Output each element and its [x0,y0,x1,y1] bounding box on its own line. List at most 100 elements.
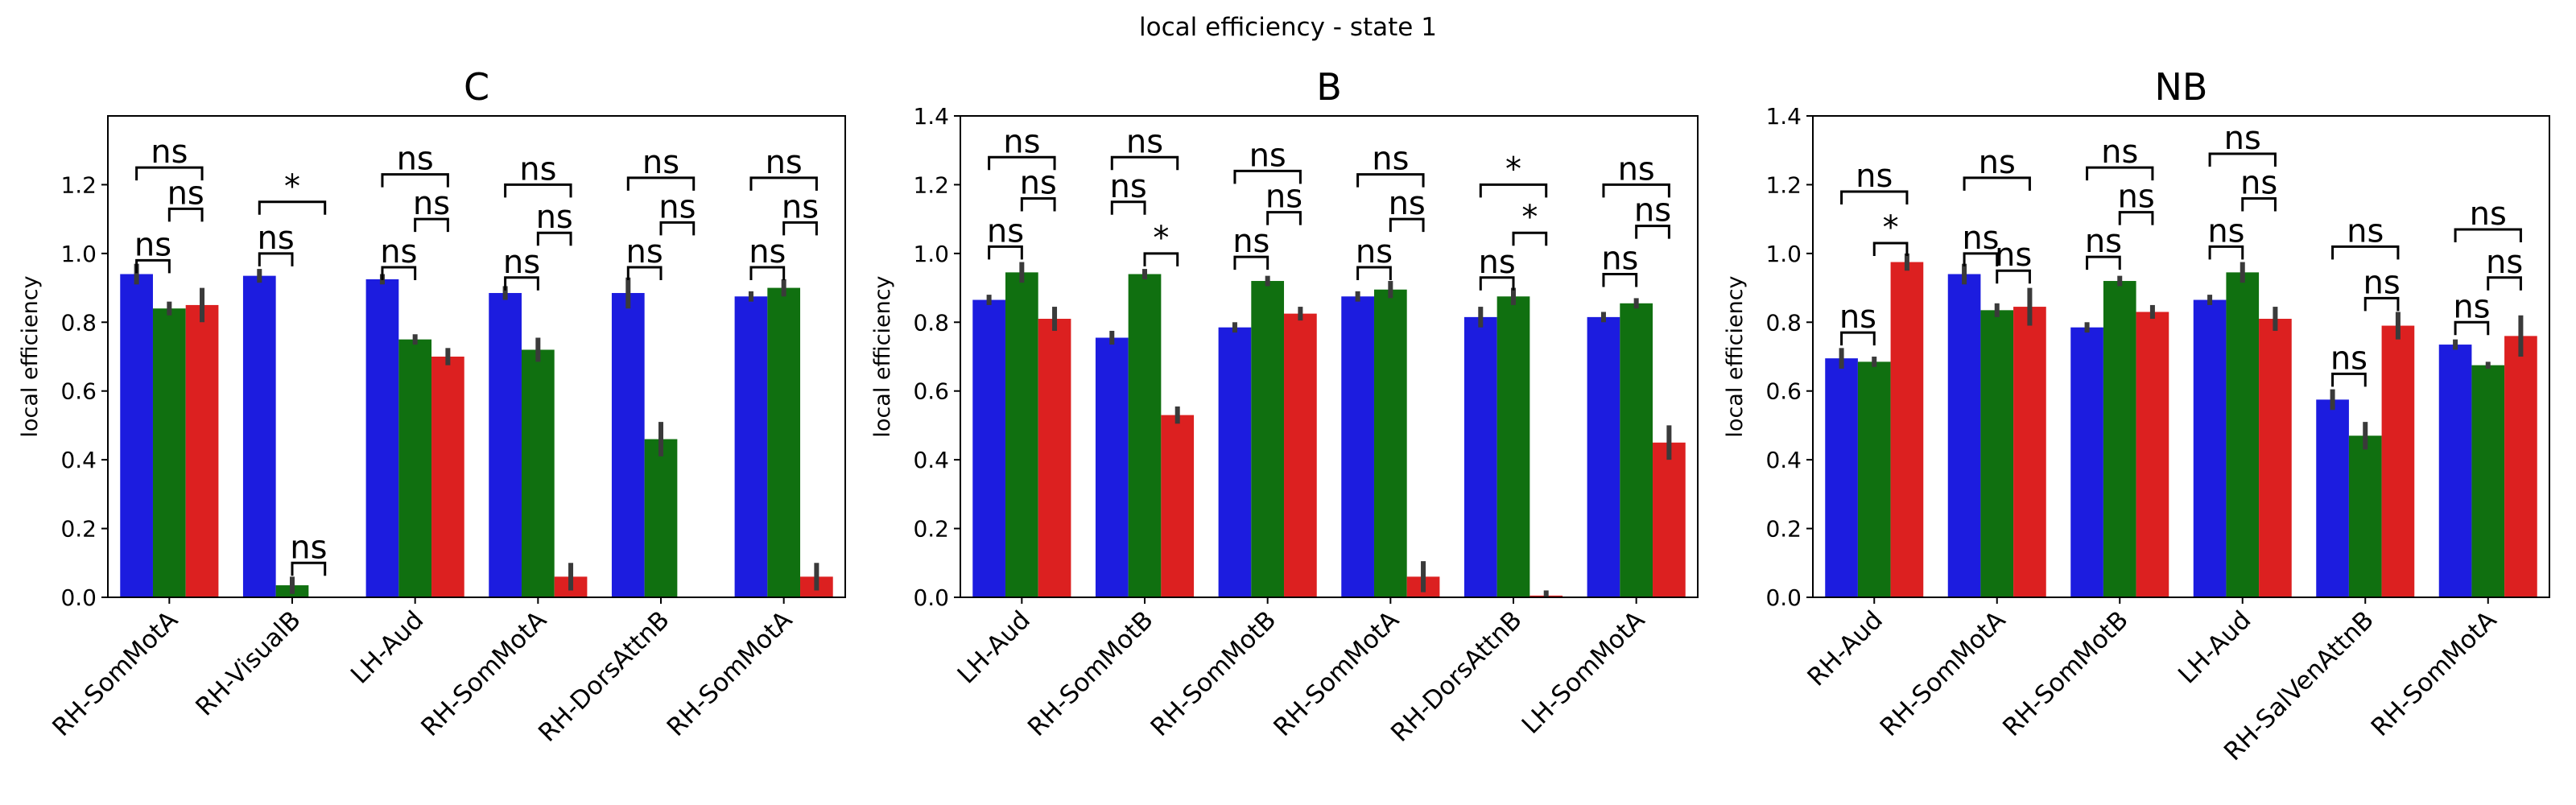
bar-series-0 [734,296,768,597]
y-tick-label: 1.2 [1765,171,1802,198]
significance-bracket [1479,276,1515,291]
x-tick-label: RH-Aud [1802,605,1889,691]
significance-bracket [1110,200,1146,215]
significance-bracket [1996,269,2031,284]
significance-label: ns [2347,213,2384,250]
significance-label: ns [536,199,573,236]
significance-label: * [1521,199,1538,236]
y-tick-label: 0.0 [1765,584,1802,611]
significance-bracket [2118,211,2154,225]
bar-series-0 [120,274,153,597]
significance-bracket [749,176,818,191]
y-tick-label: 0.6 [913,378,949,405]
significance-bracket [2331,372,2367,387]
significance-label: ns [1265,179,1302,216]
y-tick-label: 0.4 [913,447,949,473]
bar-series-0 [1825,358,1858,597]
significance-bracket [1963,252,1999,266]
bar-series-1 [1373,289,1407,597]
panel-title: B [1316,65,1342,109]
bar-series-2 [2013,307,2046,597]
significance-label: ns [1389,185,1426,222]
significance-bracket [626,266,663,280]
y-tick-label: 0.0 [60,584,97,611]
significance-label: ns [151,134,188,171]
bar-series-2 [1038,319,1071,597]
bar-series-1 [644,439,678,597]
significance-bracket [1602,183,1670,198]
significance-label: ns [2453,288,2490,325]
significance-bracket [2363,296,2400,312]
y-tick-label: 0.6 [60,378,97,405]
significance-label: ns [1356,233,1393,270]
significance-bracket [1602,272,1638,287]
bar-series-0 [2438,345,2472,597]
y-tick-label: 0.4 [60,447,97,473]
significance-bracket [626,176,696,191]
significance-label: ns [658,188,696,225]
significance-bracket [2487,276,2522,291]
bar-series-2 [431,357,464,597]
significance-bracket [2208,152,2277,167]
bar-series-1 [521,349,555,597]
chart-panel-2: NB local efficiency 0.0 0.2 0.4 0.6 0.8 1.0 1.2 1… [1723,65,2550,766]
significance-label: ns [2330,340,2368,377]
significance-label: ns [413,185,450,222]
bar-series-2 [185,304,219,597]
x-tick-label: RH-SomMotA [1268,605,1405,742]
x-tick-label: LH-Aud [2173,605,2256,689]
x-tick-label: RH-SomMotB [1997,605,2134,742]
significance-bracket [258,200,327,215]
significance-bracket [381,173,449,188]
bar-series-1 [1620,303,1653,597]
significance-label: ns [626,233,663,270]
x-tick-label: LH-SomMotA [1517,605,1651,740]
y-tick-label: 0.4 [1765,447,1802,473]
x-tick-label: RH-SomMotA [662,605,799,742]
significance-bracket [504,183,572,198]
significance-label: ns [1110,168,1147,205]
panel-title: NB [2155,65,2208,109]
panel-title: C [464,65,489,109]
significance-label: ns [749,233,786,270]
x-tick-label: RH-DorsAttnB [533,605,675,748]
significance-label: ns [503,244,540,281]
significance-bracket [381,266,417,280]
x-tick-label: RH-DorsAttnB [1385,605,1528,748]
significance-bracket [167,207,204,222]
significance-bracket [782,221,818,236]
significance-bracket [2454,320,2490,336]
significance-bracket [2331,245,2400,260]
significance-bracket [2208,245,2244,260]
bar-series-0 [1587,316,1620,597]
bar-series-1 [2348,436,2382,597]
x-tick-label: RH-SomMotB [1146,605,1282,742]
x-tick-label: RH-SomMotA [2366,605,2503,742]
y-tick-label: 1.2 [60,171,97,198]
significance-label: ns [1126,123,1163,160]
significance-bracket [135,258,171,274]
bar-series-0 [2316,399,2349,597]
bar-series-1 [1857,361,1891,597]
significance-bracket [2086,255,2121,270]
bar-series-1 [767,287,801,597]
bar-series-0 [1095,337,1129,597]
bar-series-0 [1218,327,1252,597]
significance-label: ns [134,226,171,263]
significance-bracket [1233,255,1269,270]
significance-bracket [536,231,572,246]
significance-label: ns [380,233,417,270]
bar-series-1 [1496,296,1530,597]
bar-series-2 [1653,442,1686,597]
significance-bracket [1266,211,1302,225]
y-tick-label: 1.4 [913,103,949,130]
significance-bracket [749,266,786,280]
significance-bracket [1963,176,2031,191]
significance-bracket [1635,225,1670,239]
significance-label: ns [1249,137,1286,174]
significance-label: ns [258,220,295,257]
y-tick-label: 0.2 [913,516,949,543]
y-tick-label: 1.0 [913,241,949,267]
